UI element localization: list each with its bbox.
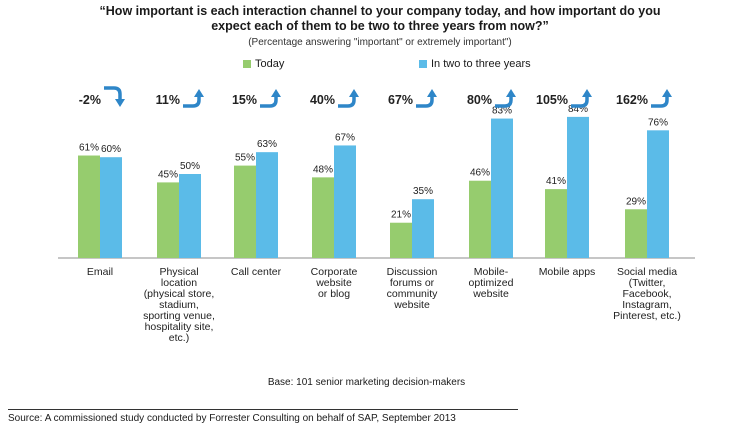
bar-today-3 [312, 177, 334, 258]
category-label-3-line-2: or blog [318, 288, 350, 300]
data-label-future-5: 83% [492, 106, 512, 117]
category-label-7-line-1: (Twitter, [629, 277, 666, 289]
arrowhead-up-icon-1 [194, 89, 204, 97]
arrow-up-icon-7 [651, 96, 669, 108]
category-label-1-line-2: (physical store, [144, 288, 215, 300]
change-label-6: 105% [536, 93, 568, 107]
arrow-up-icon-6 [571, 96, 589, 108]
data-label-today-1: 45% [158, 169, 178, 180]
bar-future-2 [256, 152, 278, 258]
change-label-5: 80% [467, 93, 492, 107]
category-label-4-line-2: community [387, 288, 439, 300]
change-label-2: 15% [232, 93, 257, 107]
data-label-future-0: 60% [101, 144, 121, 155]
category-label-7-line-3: Instagram, [622, 299, 672, 311]
arrow-up-icon-5 [495, 96, 513, 108]
data-label-future-7: 76% [648, 117, 668, 128]
bar-future-3 [334, 145, 356, 258]
arrowhead-up-icon-7 [662, 89, 672, 97]
legend-swatch-future [419, 60, 427, 68]
category-label-7-line-4: Pinterest, etc.) [613, 310, 681, 322]
arrowhead-down-icon-0 [115, 99, 125, 107]
arrowhead-up-icon-6 [582, 89, 592, 97]
chart-title: “How important is each interaction chann… [99, 4, 661, 33]
legend-label-future: In two to three years [431, 58, 531, 70]
data-label-today-3: 48% [313, 164, 333, 175]
category-label-3-line-0: Corporate [311, 266, 358, 278]
arrowhead-up-icon-4 [427, 89, 437, 97]
source-note: Source: A commissioned study conducted b… [8, 409, 518, 424]
arrowhead-up-icon-2 [271, 89, 281, 97]
legend-label-today: Today [255, 58, 285, 70]
data-label-future-2: 63% [257, 139, 277, 150]
category-label-3-line-1: website [315, 277, 352, 289]
chart-subtitle: (Percentage answering "important" or ext… [248, 37, 512, 48]
category-label-6-line-0: Mobile apps [539, 266, 596, 278]
arrowhead-up-icon-3 [349, 89, 359, 97]
category-label-1-line-5: hospitality site, [145, 321, 214, 333]
bar-today-0 [78, 155, 100, 258]
data-label-future-6: 84% [568, 104, 588, 115]
bar-today-4 [390, 222, 412, 258]
bar-future-0 [100, 157, 122, 258]
category-label-1-line-0: Physical [159, 266, 198, 278]
data-label-future-3: 67% [335, 132, 355, 143]
legend-swatch-today [243, 60, 251, 68]
legend-item-today: Today [243, 58, 284, 70]
category-label-1-line-1: location [161, 277, 197, 289]
bar-today-2 [234, 165, 256, 258]
category-label-0-line-0: Email [87, 266, 113, 278]
data-label-future-4: 35% [413, 186, 433, 197]
bar-future-7 [647, 130, 669, 258]
bar-future-6 [567, 116, 589, 258]
bar-future-5 [491, 118, 513, 258]
bar-today-1 [157, 182, 179, 258]
arrowhead-up-icon-5 [506, 89, 516, 97]
data-label-today-0: 61% [79, 143, 99, 154]
arrow-up-icon-1 [183, 96, 201, 108]
bar-today-7 [625, 209, 647, 258]
change-label-7: 162% [616, 93, 648, 107]
bar-today-6 [545, 189, 567, 258]
category-label-5-line-0: Mobile- [474, 266, 509, 278]
change-label-3: 40% [310, 93, 335, 107]
category-label-4-line-0: Discussion [387, 266, 438, 278]
category-label-4-line-3: website [393, 299, 430, 311]
category-label-7-line-2: Facebook, [622, 288, 671, 300]
data-label-today-4: 21% [391, 210, 411, 221]
bar-today-5 [469, 180, 491, 258]
legend-item-future: In two to three years [419, 58, 531, 70]
category-label-1-line-3: stadium, [159, 299, 199, 311]
category-label-5-line-2: website [472, 288, 509, 300]
arrow-up-icon-3 [338, 96, 356, 108]
arrow-up-icon-4 [416, 96, 434, 108]
data-label-today-5: 46% [470, 168, 490, 179]
data-label-today-6: 41% [546, 176, 566, 187]
change-label-1: 11% [156, 93, 180, 107]
arrow-down-icon-0 [104, 86, 122, 100]
bar-future-4 [412, 199, 434, 258]
change-label-0: -2% [79, 93, 101, 107]
category-label-5-line-1: optimized [469, 277, 514, 289]
category-label-1-line-4: sporting venue, [143, 310, 215, 322]
arrow-up-icon-2 [260, 96, 278, 108]
data-label-today-7: 29% [626, 196, 646, 207]
category-label-4-line-1: forums or [390, 277, 435, 289]
base-note: Base: 101 senior marketing decision-make… [267, 377, 466, 388]
category-label-1-line-6: etc.) [169, 332, 189, 344]
data-label-today-2: 55% [235, 153, 255, 164]
category-label-7-line-0: Social media [617, 266, 677, 278]
category-label-2-line-0: Call center [231, 266, 282, 278]
change-label-4: 67% [388, 93, 413, 107]
bar-future-1 [179, 174, 201, 258]
data-label-future-1: 50% [180, 161, 200, 172]
